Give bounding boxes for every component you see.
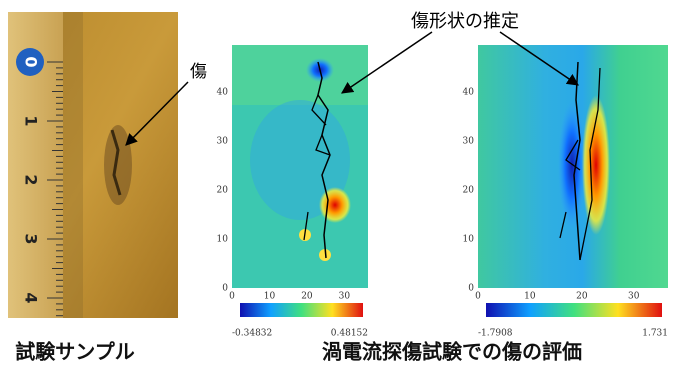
y-tick-label: 0 xyxy=(468,284,474,294)
annotation: 傷形状の推定 xyxy=(411,11,519,32)
ruler-label: 2 xyxy=(22,174,41,185)
x-tick-label: 30 xyxy=(339,292,351,302)
y-tick-label: 30 xyxy=(463,137,475,147)
x-tick-label: 0 xyxy=(475,292,481,302)
colorbar xyxy=(240,303,363,317)
defect-label: 傷 xyxy=(190,62,207,82)
caption: 試験サンプル xyxy=(15,340,134,364)
y-tick-label: 10 xyxy=(463,235,475,245)
arrow xyxy=(341,31,433,94)
x-tick-label: 30 xyxy=(628,292,640,302)
y-tick-label: 10 xyxy=(217,235,229,245)
heatmap xyxy=(232,45,368,288)
sample-photo: 0 1 2 3 4 xyxy=(8,12,178,318)
y-tick-label: 30 xyxy=(217,137,229,147)
y-tick-label: 40 xyxy=(217,88,229,98)
y-tick-label: 20 xyxy=(217,186,229,196)
ruler-label: 3 xyxy=(22,233,41,244)
colorbar xyxy=(486,303,662,317)
ruler-label: 1 xyxy=(22,115,41,126)
colorbar-label: 1.731 xyxy=(642,329,668,339)
x-tick-label: 10 xyxy=(264,292,276,302)
arrow xyxy=(125,81,189,146)
x-tick-label: 20 xyxy=(301,292,313,302)
arrow xyxy=(499,31,579,86)
y-tick-label: 0 xyxy=(222,284,228,294)
x-tick-label: 10 xyxy=(524,292,536,302)
y-tick-label: 40 xyxy=(463,88,475,98)
colorbar-label: -1.7908 xyxy=(478,329,513,339)
colorbar-label: -0.34832 xyxy=(232,329,272,339)
caption: 渦電流探傷試験での傷の評価 xyxy=(322,340,582,364)
x-tick-label: 0 xyxy=(229,292,235,302)
ruler-label: 0 xyxy=(22,56,41,67)
x-tick-label: 20 xyxy=(576,292,588,302)
y-tick-label: 20 xyxy=(463,186,475,196)
colorbar-label: 0.48152 xyxy=(331,329,368,339)
ruler-label: 4 xyxy=(22,292,41,303)
